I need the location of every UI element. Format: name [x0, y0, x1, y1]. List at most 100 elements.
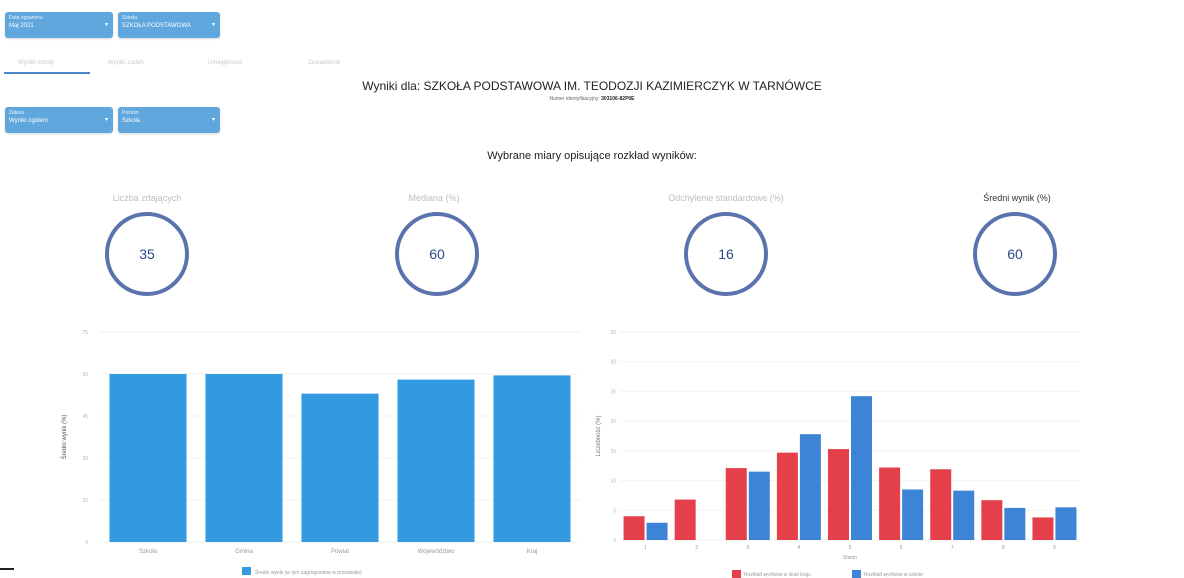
y-tick-label: 25	[610, 389, 616, 395]
scope-select[interactable]: Zakres Wyniki ogółem ▾	[5, 107, 113, 133]
x-tick-label: 4	[797, 545, 800, 551]
y-axis-label: Liczebność (%)	[596, 415, 602, 456]
bar	[493, 375, 571, 542]
bar	[646, 522, 668, 540]
bar	[879, 467, 901, 540]
stat-value-mean: 60	[1007, 246, 1023, 262]
x-tick-label: Gmina	[235, 549, 253, 555]
stat-circle-count: 35	[105, 212, 189, 296]
bar	[851, 396, 872, 540]
y-axis-label: Średni wynik (%)	[60, 414, 68, 459]
bar	[674, 499, 696, 540]
legend-swatch	[852, 570, 861, 578]
page-subtitle: Numer identyfikacyjny: 303106-82P0E	[0, 96, 1184, 102]
legend-label: Rozkład wyników w szkole	[864, 572, 923, 578]
stat-label-median: Mediana (%)	[408, 193, 460, 203]
bar	[109, 374, 187, 542]
exam-date-select-value: Maj 2021	[9, 23, 34, 29]
y-tick-label: 0	[85, 540, 88, 546]
x-tick-label: 8	[1002, 545, 1005, 551]
tab-task-results[interactable]: Wyniki zadań	[108, 60, 144, 66]
tab-summary[interactable]: Zestawienie	[308, 60, 341, 66]
y-tick-label: 15	[610, 449, 616, 455]
y-tick-label: 20	[610, 419, 616, 425]
legend-swatch	[242, 567, 251, 575]
bar	[902, 489, 924, 540]
bar	[1004, 507, 1026, 540]
chevron-down-icon: ▾	[211, 117, 215, 123]
page-title: Wyniki dla: SZKOŁA PODSTAWOWA IM. TEODOZ…	[362, 79, 822, 93]
x-tick-label: 5	[849, 545, 852, 551]
divider	[0, 568, 14, 570]
stat-circle-mean: 60	[973, 212, 1057, 296]
stat-label-mean: Średni wynik (%)	[983, 193, 1051, 203]
bar	[301, 393, 379, 542]
x-tick-label: Powiat	[331, 549, 349, 555]
x-tick-label: Szkoła	[139, 549, 158, 555]
stat-circle-stddev: 16	[684, 212, 768, 296]
bar	[725, 468, 747, 540]
subtitle-prefix: Numer identyfikacyjny:	[549, 96, 600, 102]
y-tick-label: 30	[610, 360, 616, 366]
school-select[interactable]: Szkoła SZKOŁA PODSTAWOWA ▾	[118, 12, 220, 38]
stat-label-stddev: Odchylenie standardowe (%)	[668, 193, 784, 203]
exam-date-select-label: Data egzaminu	[9, 15, 43, 21]
x-axis-label: Stanin	[843, 555, 857, 561]
legend-swatch	[732, 570, 741, 578]
tab-school-results[interactable]: Wyniki szkoły	[18, 60, 54, 66]
x-tick-label: 6	[900, 545, 903, 551]
stat-value-count: 35	[139, 246, 155, 262]
level-select-value: Szkoła	[122, 118, 141, 124]
stat-circle-median: 60	[395, 212, 479, 296]
stat-label-count: Liczba zdających	[112, 193, 182, 203]
chevron-down-icon: ▾	[104, 117, 108, 123]
x-tick-label: 7	[951, 545, 954, 551]
x-tick-label: Województwo	[418, 549, 456, 555]
bar	[1032, 517, 1054, 540]
mean-score-bar-chart: 0 15 30 45 60 75 Średni wynik (%) Szkoła Gmina Po…	[60, 330, 580, 576]
scope-select-value: Wyniki ogółem	[9, 118, 48, 124]
exam-date-select[interactable]: Data egzaminu Maj 2021 ▾	[5, 12, 113, 38]
legend-label: Średni wynik (w tym zagregowane w przedz…	[255, 568, 362, 576]
y-tick-label: 30	[82, 456, 88, 462]
chevron-down-icon: ▾	[104, 22, 108, 28]
legend-label: Rozkład wyników w skali kraju	[744, 572, 811, 578]
y-tick-label: 15	[82, 498, 88, 504]
y-tick-label: 45	[82, 414, 88, 420]
bar	[205, 374, 283, 542]
y-tick-label: 5	[613, 508, 616, 514]
level-select[interactable]: Poziom Szkoła ▾	[118, 107, 220, 133]
y-tick-label: 35	[610, 330, 616, 336]
tab-skills[interactable]: Umiejętności	[208, 60, 243, 66]
bar	[930, 469, 952, 540]
bar	[828, 449, 849, 540]
y-tick-label: 60	[82, 372, 88, 378]
y-tick-label: 10	[610, 479, 616, 485]
bar	[981, 500, 1003, 540]
bar	[1055, 507, 1077, 540]
y-tick-label: 0	[613, 538, 616, 544]
bar	[623, 516, 645, 540]
x-tick-label: 2	[695, 545, 698, 551]
stanine-histogram-chart: 0 5 10 15 20 25 30 35 Liczebność (%) 1 2 3 4 5 6 7 8 9 Sta…	[596, 330, 1080, 578]
bar	[397, 379, 475, 542]
section-title: Wybrane miary opisujące rozkład wyników:	[487, 150, 697, 162]
scope-select-label: Zakres	[9, 110, 25, 116]
bar	[799, 434, 821, 540]
chevron-down-icon: ▾	[211, 22, 215, 28]
active-tab-indicator	[4, 72, 90, 74]
stat-value-median: 60	[429, 246, 445, 262]
y-tick-label: 75	[82, 330, 88, 336]
x-tick-label: Kraj	[527, 549, 538, 555]
x-tick-label: 3	[746, 545, 749, 551]
level-select-label: Poziom	[122, 110, 139, 116]
bar	[748, 471, 770, 540]
bar	[953, 490, 975, 540]
school-id: 303106-82P0E	[601, 96, 635, 102]
stat-value-stddev: 16	[718, 246, 734, 262]
bar	[776, 452, 798, 540]
school-select-label: Szkoła	[122, 15, 138, 21]
school-select-value: SZKOŁA PODSTAWOWA	[122, 23, 191, 29]
x-tick-label: 9	[1053, 545, 1056, 551]
x-tick-label: 1	[644, 545, 647, 551]
